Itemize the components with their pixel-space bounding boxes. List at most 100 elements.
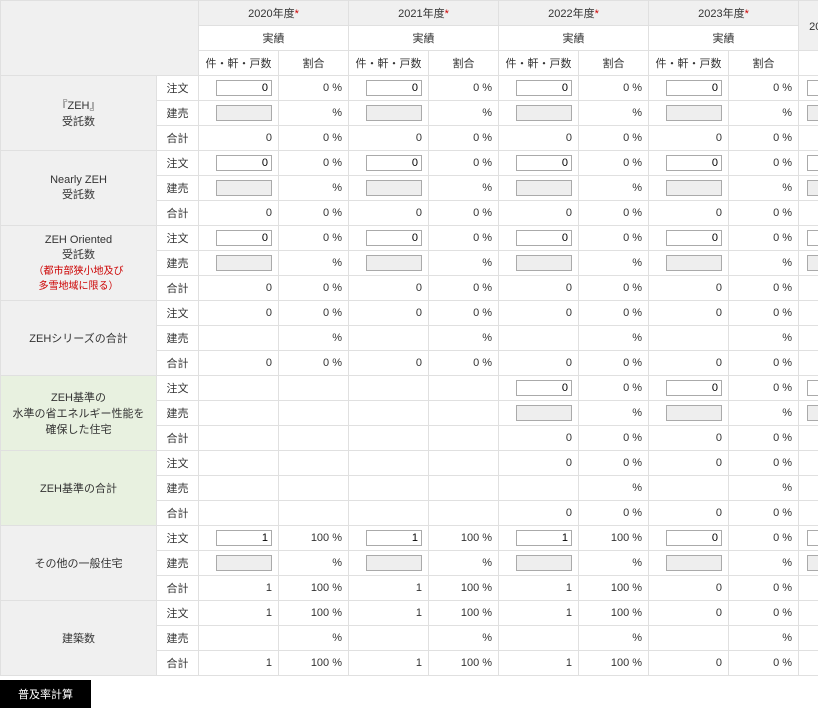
sub-label: 注文: [157, 376, 199, 401]
count-text: 0: [649, 501, 729, 526]
count-text: 0: [499, 201, 579, 226]
pct-cell: 0: [579, 151, 649, 176]
sub-label: 注文: [157, 601, 199, 626]
count-text: 0: [199, 301, 279, 326]
results-header: 実績: [349, 26, 499, 51]
count-cell: [349, 551, 429, 576]
count-input[interactable]: [516, 380, 572, 396]
group-label: ZEH基準の合計: [1, 451, 157, 526]
goal-input[interactable]: [807, 155, 818, 171]
count-text: [499, 326, 579, 351]
count-input[interactable]: [366, 80, 422, 96]
count-input[interactable]: [516, 230, 572, 246]
count-text: 0: [349, 126, 429, 151]
sub-label: 合計: [157, 426, 199, 451]
group-label: ZEH Oriented受託数（都市部狭小地及び多雪地域に限る）: [1, 226, 157, 301]
goal-input: [807, 405, 818, 421]
count-cell: [649, 101, 729, 126]
count-input[interactable]: [666, 230, 722, 246]
blank-cell: [279, 501, 349, 526]
pct-cell: 0: [429, 351, 499, 376]
pct-cell: 100: [279, 526, 349, 551]
calc-button[interactable]: 普及率計算: [0, 680, 91, 708]
pct-cell: 0: [279, 226, 349, 251]
count-text: 0: [649, 576, 729, 601]
count-text: [199, 626, 279, 651]
count-input[interactable]: [216, 530, 272, 546]
count-input[interactable]: [216, 230, 272, 246]
pct-cell: 0: [429, 126, 499, 151]
count-input[interactable]: [666, 530, 722, 546]
count-text: [499, 476, 579, 501]
goal-input: [807, 555, 818, 571]
count-input[interactable]: [516, 155, 572, 171]
pct-cell: [579, 551, 649, 576]
pct-cell: 0: [729, 601, 799, 626]
count-cell: [499, 151, 579, 176]
count-input[interactable]: [366, 230, 422, 246]
goal-text: 25 %: [799, 126, 818, 151]
count-input[interactable]: [216, 80, 272, 96]
count-input[interactable]: [216, 155, 272, 171]
sub-label: 建売: [157, 476, 199, 501]
count-input[interactable]: [516, 80, 572, 96]
group-label: 『ZEH』受託数: [1, 76, 157, 151]
count-cell: [649, 526, 729, 551]
blank-cell: [279, 401, 349, 426]
pct-cell: [579, 476, 649, 501]
sub-label: 建売: [157, 251, 199, 276]
sub-label: 合計: [157, 351, 199, 376]
count-cell: [499, 76, 579, 101]
count-input: [366, 555, 422, 571]
blank-cell: [429, 376, 499, 401]
count-input[interactable]: [366, 530, 422, 546]
pct-cell: 0: [729, 201, 799, 226]
sub-label: 建売: [157, 326, 199, 351]
pct-cell: [429, 626, 499, 651]
goal-text: 20 %: [799, 201, 818, 226]
table-head: 2020年度*2021年度*2022年度*2023年度*2025年度*実績実績実…: [1, 1, 818, 76]
count-text: 0: [649, 426, 729, 451]
count-cell: [499, 226, 579, 251]
count-text: [349, 626, 429, 651]
goal-input[interactable]: [807, 530, 818, 546]
blank-cell: [429, 451, 499, 476]
count-input[interactable]: [516, 530, 572, 546]
count-input[interactable]: [666, 80, 722, 96]
count-cell: [199, 526, 279, 551]
count-input[interactable]: [366, 155, 422, 171]
pct-cell: 0: [729, 76, 799, 101]
count-text: [199, 326, 279, 351]
count-cell: [199, 176, 279, 201]
table-body: 『ZEH』受託数注文0000 %建売 %合計0000000025 %Nearly…: [1, 76, 818, 676]
goal-text: 100 %: [799, 651, 818, 676]
blank-cell: [429, 476, 499, 501]
pct-cell: [429, 551, 499, 576]
count-header: 件・軒・戸数: [349, 51, 429, 76]
count-input[interactable]: [666, 380, 722, 396]
pct-cell: 0: [579, 76, 649, 101]
count-cell: [349, 526, 429, 551]
goal-input[interactable]: [807, 380, 818, 396]
pct-cell: 0: [579, 226, 649, 251]
count-text: 0: [649, 126, 729, 151]
count-cell: [199, 101, 279, 126]
pct-cell: [279, 626, 349, 651]
goal-text: 75 %: [799, 451, 818, 476]
pct-cell: [429, 101, 499, 126]
blank-cell: [199, 401, 279, 426]
blank-cell: [199, 426, 279, 451]
count-input[interactable]: [666, 155, 722, 171]
count-input: [516, 105, 572, 121]
goal-input[interactable]: [807, 230, 818, 246]
count-text: 0: [499, 126, 579, 151]
goal-cell: %: [799, 76, 818, 101]
count-cell: [649, 151, 729, 176]
goal-input[interactable]: [807, 80, 818, 96]
count-text: 1: [349, 576, 429, 601]
sub-label: 注文: [157, 151, 199, 176]
count-cell: [499, 401, 579, 426]
count-cell: [199, 76, 279, 101]
count-text: 0: [349, 201, 429, 226]
count-cell: [649, 226, 729, 251]
